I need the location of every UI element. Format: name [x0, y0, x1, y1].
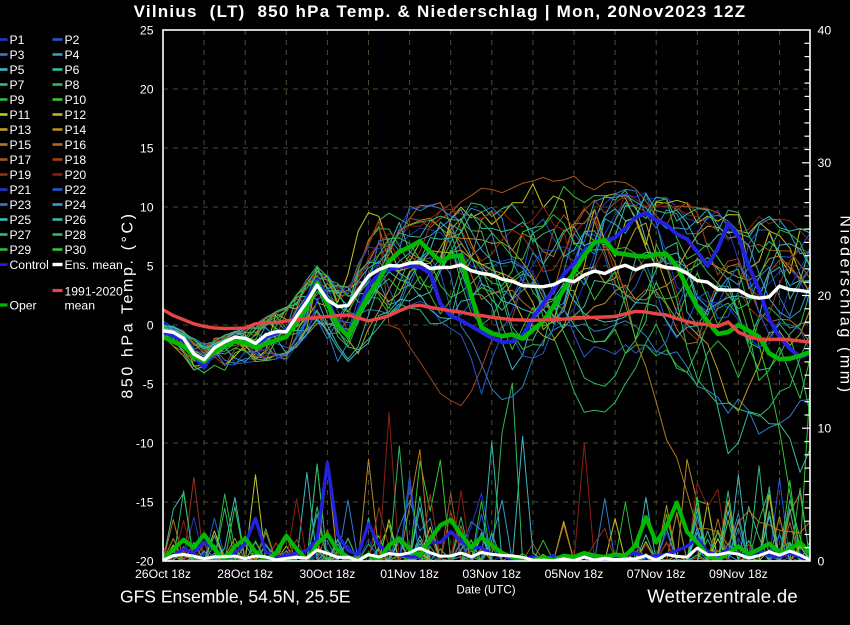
svg-text:P8: P8 [65, 78, 80, 92]
svg-text:P25: P25 [10, 213, 32, 227]
svg-text:Niederschlag (mm): Niederschlag (mm) [837, 215, 850, 394]
svg-text:1991-2020: 1991-2020 [65, 284, 124, 298]
svg-text:Control: Control [10, 258, 49, 272]
svg-text:07Nov 18z: 07Nov 18z [627, 567, 686, 581]
svg-text:0: 0 [147, 318, 154, 332]
svg-text:P12: P12 [65, 108, 87, 122]
svg-text:Date (UTC): Date (UTC) [456, 584, 515, 597]
svg-text:P4: P4 [65, 48, 80, 62]
svg-text:20: 20 [140, 82, 154, 96]
svg-text:P5: P5 [10, 63, 25, 77]
svg-text:20: 20 [818, 289, 832, 303]
svg-text:P18: P18 [65, 153, 87, 167]
svg-text:P22: P22 [65, 183, 87, 197]
svg-text:P10: P10 [65, 93, 87, 107]
svg-text:P17: P17 [10, 153, 32, 167]
svg-text:P15: P15 [10, 138, 32, 152]
svg-text:0: 0 [818, 554, 825, 568]
svg-text:Vilnius (LT) 850 hPa Temp. &: Vilnius (LT) 850 hPa Temp. & Niederschla… [134, 2, 747, 21]
svg-text:Wetterzentrale.de: Wetterzentrale.de [647, 586, 798, 607]
svg-text:P7: P7 [10, 78, 25, 92]
svg-text:P16: P16 [65, 138, 87, 152]
svg-text:P28: P28 [65, 228, 87, 242]
svg-text:P6: P6 [65, 63, 80, 77]
svg-text:850 hPa Temp. (°C): 850 hPa Temp. (°C) [120, 211, 137, 398]
svg-text:15: 15 [140, 141, 154, 155]
svg-text:-15: -15 [136, 495, 154, 509]
svg-text:P2: P2 [65, 33, 80, 47]
svg-text:P24: P24 [65, 198, 87, 212]
svg-text:05Nov 18z: 05Nov 18z [545, 567, 604, 581]
svg-text:P29: P29 [10, 243, 32, 257]
svg-text:26Oct 18z: 26Oct 18z [135, 567, 191, 581]
svg-text:-5: -5 [143, 377, 154, 391]
svg-text:03Nov 18z: 03Nov 18z [462, 567, 521, 581]
svg-text:09Nov 18z: 09Nov 18z [709, 567, 768, 581]
svg-text:P20: P20 [65, 168, 87, 182]
svg-text:30: 30 [818, 156, 832, 170]
svg-text:25: 25 [140, 23, 154, 37]
svg-text:P9: P9 [10, 93, 25, 107]
svg-text:P21: P21 [10, 183, 32, 197]
svg-text:P26: P26 [65, 213, 87, 227]
svg-text:P30: P30 [65, 243, 87, 257]
svg-text:28Oct 18z: 28Oct 18z [217, 567, 273, 581]
svg-text:5: 5 [147, 259, 154, 273]
svg-text:P14: P14 [65, 123, 87, 137]
svg-text:P1: P1 [10, 33, 25, 47]
svg-text:GFS Ensemble, 54.5N, 25.5E: GFS Ensemble, 54.5N, 25.5E [120, 587, 351, 607]
svg-text:P23: P23 [10, 198, 32, 212]
svg-text:10: 10 [140, 200, 154, 214]
svg-text:40: 40 [818, 23, 832, 37]
svg-text:P19: P19 [10, 168, 32, 182]
svg-text:Oper: Oper [10, 299, 37, 313]
svg-text:01Nov 18z: 01Nov 18z [380, 567, 439, 581]
svg-text:-10: -10 [136, 436, 154, 450]
svg-text:10: 10 [818, 422, 832, 436]
svg-text:30Oct 18z: 30Oct 18z [299, 567, 355, 581]
svg-text:P11: P11 [10, 108, 31, 122]
svg-text:P27: P27 [10, 228, 32, 242]
svg-text:mean: mean [65, 298, 96, 312]
svg-text:Ens. mean: Ens. mean [65, 258, 123, 272]
svg-text:P3: P3 [10, 48, 25, 62]
svg-text:P13: P13 [10, 123, 32, 137]
